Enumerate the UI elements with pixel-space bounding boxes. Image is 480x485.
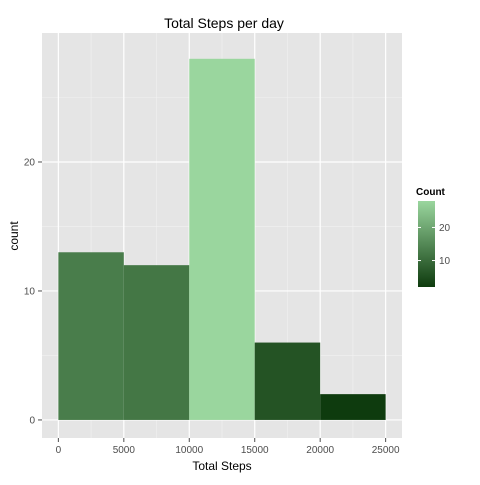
legend-title: Count — [416, 187, 446, 198]
bars — [58, 58, 386, 420]
x-tick-label: 0 — [56, 445, 62, 456]
legend: Count 10 20 — [416, 187, 451, 287]
histogram-bar — [58, 252, 124, 420]
legend-tick-label: 20 — [439, 223, 451, 234]
histogram-bar — [123, 265, 190, 420]
x-tick-label: 5000 — [113, 445, 136, 456]
y-tick-label: 0 — [29, 415, 35, 426]
chart-title: Total Steps per day — [164, 15, 284, 31]
y-axis-ticks: 0 10 20 — [24, 157, 42, 426]
x-tick-label: 25000 — [372, 445, 400, 456]
histogram-bar — [254, 342, 321, 420]
x-tick-label: 20000 — [306, 445, 334, 456]
legend-ticks: 10 20 — [418, 223, 451, 267]
y-axis-title: count — [7, 221, 21, 251]
histogram-bar — [320, 394, 386, 420]
x-tick-label: 10000 — [175, 445, 203, 456]
histogram-bar — [189, 58, 255, 420]
x-axis-ticks: 0 5000 10000 15000 20000 25000 — [56, 438, 400, 456]
x-axis-title: Total Steps — [192, 459, 251, 473]
y-tick-label: 10 — [24, 286, 36, 297]
y-tick-label: 20 — [24, 157, 36, 168]
x-tick-label: 15000 — [241, 445, 269, 456]
legend-tick-label: 10 — [439, 256, 451, 267]
legend-colorbar — [418, 201, 435, 287]
